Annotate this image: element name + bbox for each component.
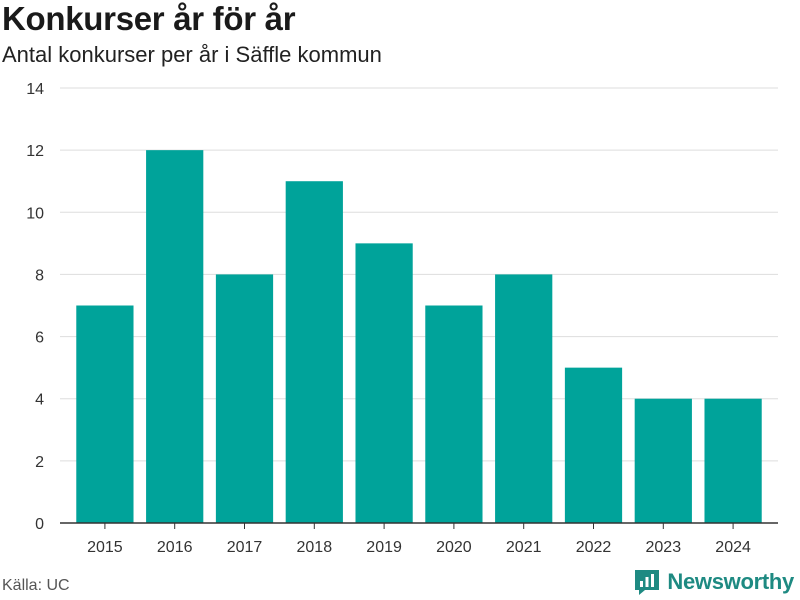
y-tick-label: 6 bbox=[35, 330, 44, 347]
bar-2016 bbox=[146, 150, 204, 523]
source-note: Källa: UC bbox=[2, 577, 70, 594]
bar-2021 bbox=[495, 274, 553, 523]
x-tick-label: 2022 bbox=[576, 539, 612, 556]
y-tick-label: 10 bbox=[26, 205, 44, 222]
bar-2015 bbox=[76, 305, 134, 523]
y-tick-label: 14 bbox=[26, 81, 44, 98]
bar-2018 bbox=[285, 181, 343, 523]
x-tick-label: 2016 bbox=[157, 539, 193, 556]
bar-2023 bbox=[634, 398, 692, 523]
bar-2017 bbox=[215, 274, 274, 523]
bar-2022 bbox=[564, 367, 623, 523]
brand-logo: Newsworthy bbox=[633, 568, 794, 596]
x-tick-label: 2024 bbox=[715, 539, 751, 556]
x-tick-label: 2021 bbox=[506, 539, 542, 556]
bar-2020 bbox=[425, 305, 483, 523]
bar-2019 bbox=[355, 243, 413, 523]
brand-name: Newsworthy bbox=[667, 569, 794, 594]
newsworthy-icon bbox=[635, 570, 660, 595]
x-tick-label: 2023 bbox=[646, 539, 682, 556]
x-tick-label: 2018 bbox=[297, 539, 333, 556]
y-tick-label: 8 bbox=[35, 267, 44, 284]
y-tick-label: 0 bbox=[35, 516, 44, 533]
x-tick-label: 2017 bbox=[227, 539, 263, 556]
x-tick-label: 2020 bbox=[436, 539, 472, 556]
chart-subtitle: Antal konkurser per år i Säffle kommun bbox=[2, 42, 382, 67]
chart-title: Konkurser år för år bbox=[2, 0, 296, 37]
y-tick-label: 12 bbox=[26, 143, 44, 160]
bar-2024 bbox=[704, 398, 762, 523]
y-tick-label: 4 bbox=[35, 392, 44, 409]
x-tick-label: 2015 bbox=[87, 539, 123, 556]
x-tick-label: 2019 bbox=[366, 539, 402, 556]
y-tick-label: 2 bbox=[35, 454, 44, 471]
